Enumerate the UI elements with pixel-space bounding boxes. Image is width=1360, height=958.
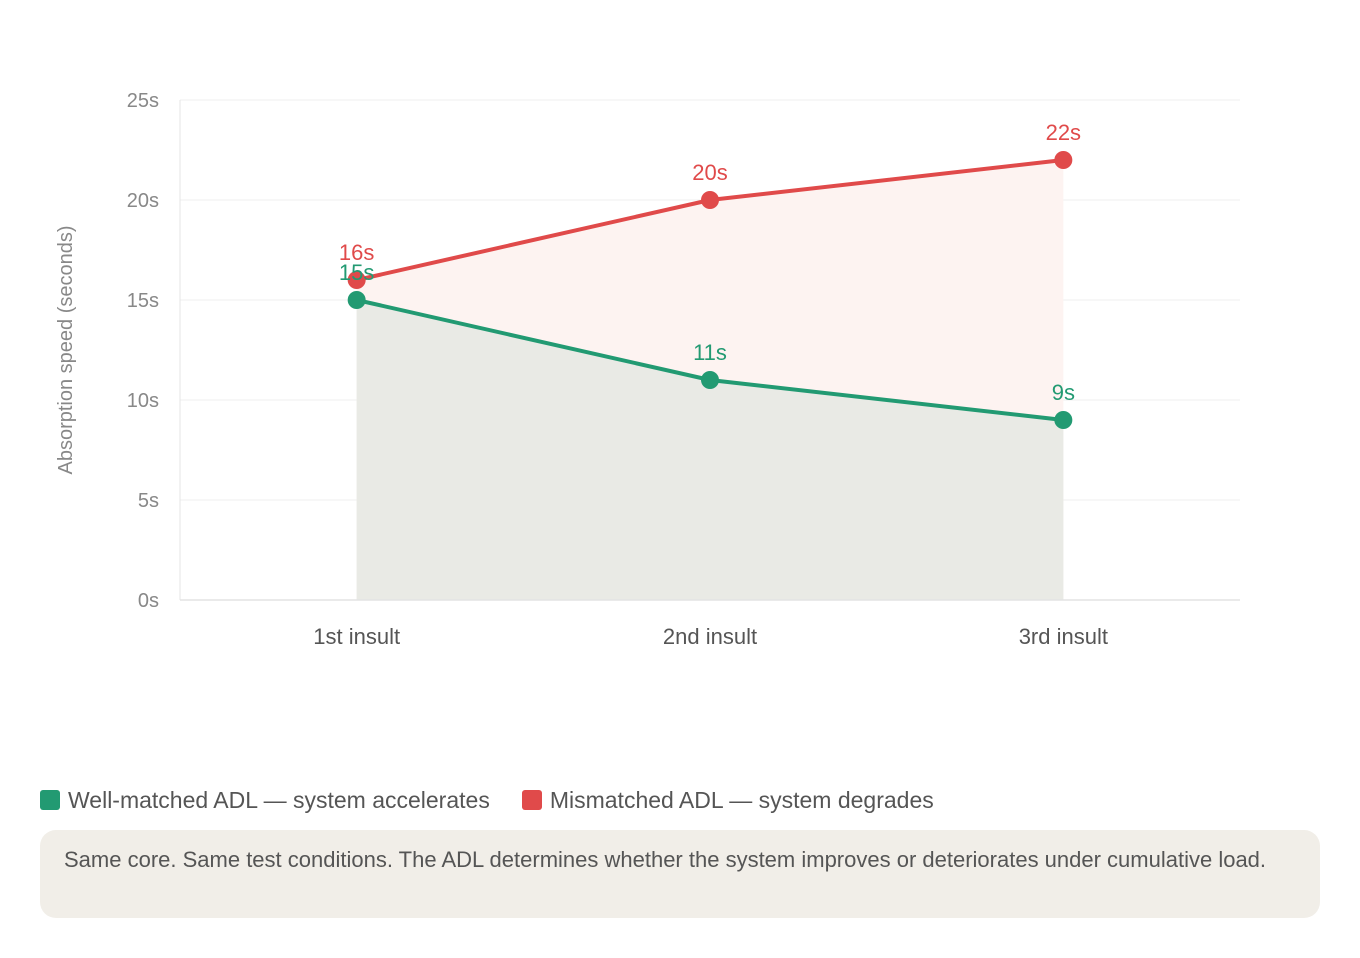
data-label: 20s [692,160,727,185]
data-label: 9s [1052,380,1075,405]
data-label: 11s [693,340,727,365]
explanation-note: Same core. Same test conditions. The ADL… [40,830,1320,918]
data-label: 16s [339,240,374,265]
data-points[interactable] [347,151,1073,429]
data-point[interactable] [347,271,366,289]
y-tick-label: 10s [127,390,159,412]
line-chart: 0s 5s 10s 15s 20s 25s 1st insult 2nd insult 3rd … [55,90,1240,649]
data-point[interactable] [701,191,719,209]
data-point[interactable] [1054,151,1073,169]
y-tick-label: 20s [127,190,159,212]
x-tick-label: 3rd insult [1019,624,1108,649]
legend-swatch-red [521,790,542,810]
data-labels: 15s 11s 9s 16s 20s 22s [339,120,1081,405]
x-tick-label: 2nd insult [663,624,757,649]
y-tick-label: 5s [138,490,159,512]
legend-label: Mismatched ADL — system degrades [549,786,934,813]
area-fill-series-0-overlay [356,300,1064,600]
data-point[interactable] [1054,411,1073,429]
y-tick-label: 15s [127,290,159,312]
x-tick-label: 1st insult [313,624,400,649]
note-text: Same core. Same test conditions. The ADL… [64,847,1267,872]
axes: 0s 5s 10s 15s 20s 25s 1st insult 2nd insult 3rd … [127,90,1240,649]
legend-label: Well-matched ADL — system accelerates [68,786,490,813]
data-point[interactable] [701,371,719,389]
legend: Well-matched ADL — system accelerates Mi… [40,786,934,814]
legend-item-mismatched[interactable]: Mismatched ADL — system degrades [521,786,934,814]
data-label: 15s [339,260,374,285]
y-tick-label: 0s [138,590,159,612]
data-point[interactable] [347,291,366,309]
legend-item-well-matched[interactable]: Well-matched ADL — system accelerates [40,787,490,814]
data-label: 22s [1046,120,1081,145]
y-tick-label: 25s [127,90,159,112]
legend-swatch-green [40,790,60,810]
y-axis-title: Absorption speed (seconds) [55,225,77,474]
